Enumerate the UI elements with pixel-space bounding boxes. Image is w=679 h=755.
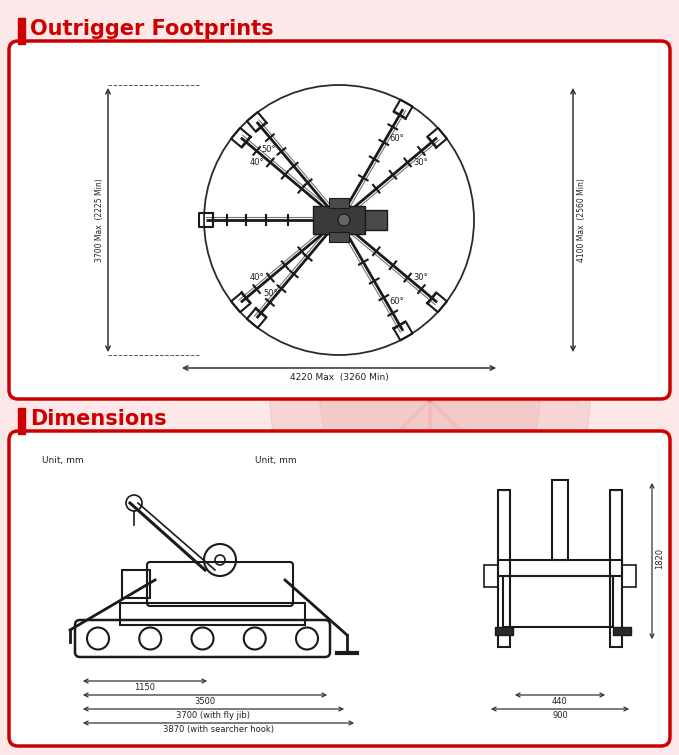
Text: 1150: 1150 — [134, 683, 155, 692]
Text: 4100 Max  (2560 Min): 4100 Max (2560 Min) — [577, 178, 586, 262]
Bar — [484, 565, 498, 587]
Bar — [329, 232, 349, 242]
Bar — [18, 18, 25, 44]
Bar — [622, 565, 636, 587]
Bar — [503, 576, 613, 627]
Text: 900: 900 — [552, 711, 568, 720]
Bar — [498, 490, 510, 647]
Circle shape — [270, 240, 590, 560]
Text: 50°: 50° — [261, 145, 276, 154]
Text: 1820: 1820 — [655, 548, 664, 569]
Text: 60°: 60° — [389, 297, 404, 307]
Bar — [495, 627, 513, 635]
Text: Dimensions: Dimensions — [30, 409, 166, 429]
FancyBboxPatch shape — [9, 41, 670, 399]
Text: 3500: 3500 — [194, 697, 215, 706]
Bar — [365, 210, 387, 230]
Bar — [610, 490, 622, 647]
Text: 4220 Max  (3260 Min): 4220 Max (3260 Min) — [290, 373, 388, 382]
Text: 40°: 40° — [250, 158, 264, 167]
Text: Unit, mm: Unit, mm — [42, 456, 84, 465]
Text: 60°: 60° — [389, 134, 404, 143]
Text: Unit, mm: Unit, mm — [255, 456, 297, 465]
Bar — [329, 198, 349, 208]
Circle shape — [320, 290, 540, 510]
Text: 3870 (with searcher hook): 3870 (with searcher hook) — [163, 725, 274, 734]
Bar — [613, 627, 631, 635]
Text: 30°: 30° — [414, 158, 428, 167]
Text: 3700 (with fly jib): 3700 (with fly jib) — [177, 711, 251, 720]
Text: 40°: 40° — [250, 273, 264, 282]
Text: 3700 Max  (2225 Min): 3700 Max (2225 Min) — [95, 178, 104, 262]
Circle shape — [338, 214, 350, 226]
Bar — [313, 206, 365, 234]
Bar — [122, 570, 150, 598]
Bar — [120, 603, 305, 625]
Text: 50°: 50° — [263, 288, 278, 297]
Text: Outrigger Footprints: Outrigger Footprints — [30, 19, 274, 39]
Bar — [18, 408, 25, 434]
Text: 30°: 30° — [414, 273, 428, 282]
Bar — [498, 560, 622, 576]
Text: 440: 440 — [552, 697, 568, 706]
Bar — [552, 480, 568, 560]
FancyBboxPatch shape — [9, 431, 670, 746]
